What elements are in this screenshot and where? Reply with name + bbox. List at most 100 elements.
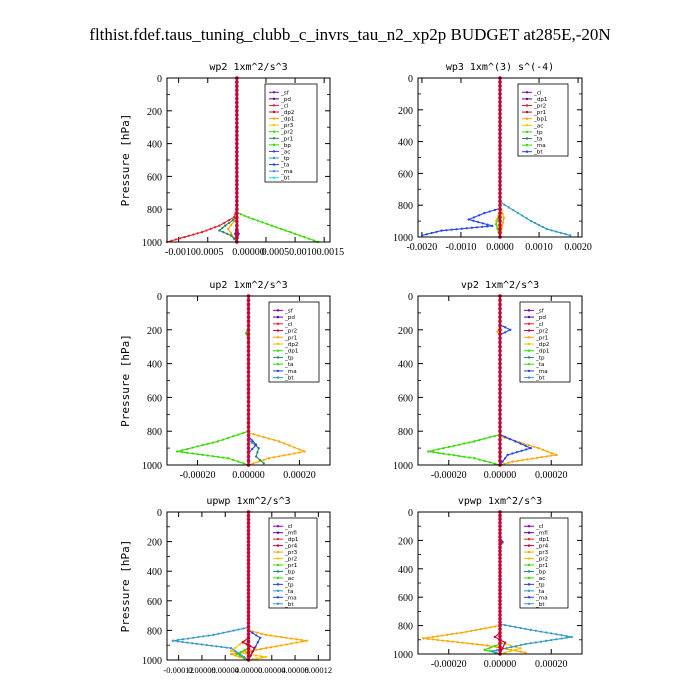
series-point xyxy=(191,452,194,455)
zero-line-marker xyxy=(235,211,239,216)
zero-line-marker xyxy=(498,620,502,624)
series-point xyxy=(280,635,283,639)
zero-line-marker xyxy=(246,558,251,562)
zero-line-marker xyxy=(498,598,502,603)
series-point xyxy=(466,642,469,645)
zero-line-marker xyxy=(498,567,502,571)
series-point xyxy=(451,640,454,643)
legend-label: _ta xyxy=(284,589,293,595)
legend-marker xyxy=(276,309,280,312)
series-point xyxy=(229,650,233,653)
legend: _sf_pd_cl_pr2_pr1_dp2_dp1_tp_ta_ma_bt xyxy=(519,301,571,383)
zero-line-marker xyxy=(498,215,502,219)
legend-label: _dp2 xyxy=(280,110,294,116)
zero-line-marker xyxy=(235,145,239,150)
series-point xyxy=(239,651,242,654)
zero-line-marker xyxy=(498,382,502,387)
series-point xyxy=(447,453,450,456)
series-point xyxy=(295,638,298,641)
legend-marker xyxy=(276,537,280,541)
series-point xyxy=(257,434,260,437)
series-point xyxy=(289,231,292,234)
legend-marker xyxy=(272,143,276,147)
y-tick-label: 200 xyxy=(147,107,162,118)
legend-label: _ma xyxy=(284,369,297,375)
series-point xyxy=(521,214,524,217)
zero-line-marker xyxy=(498,199,502,204)
zero-line-marker xyxy=(246,442,251,446)
legend-marker xyxy=(276,602,280,605)
series-point xyxy=(206,442,209,445)
zero-line-marker xyxy=(246,639,251,644)
series-point xyxy=(436,635,439,638)
series-point xyxy=(483,459,486,463)
series-point xyxy=(258,458,262,462)
series-point xyxy=(541,225,545,229)
zero-line-marker xyxy=(235,227,239,232)
legend-label: _sf xyxy=(284,308,294,314)
zero-line-marker xyxy=(235,158,239,162)
y-tick-label: 600 xyxy=(147,172,162,183)
zero-line-marker xyxy=(246,323,251,328)
legend-marker xyxy=(527,576,531,580)
zero-line-marker xyxy=(498,211,502,215)
zero-line-marker xyxy=(498,319,502,324)
legend-marker xyxy=(272,110,276,114)
series-point xyxy=(269,646,273,649)
series-point xyxy=(223,221,226,224)
zero-line-marker xyxy=(498,298,502,303)
y-tick-label: 400 xyxy=(398,360,413,371)
legend-marker xyxy=(276,570,280,573)
legend-label: _pr1 xyxy=(280,136,294,142)
series-point xyxy=(502,216,506,220)
series-point xyxy=(560,637,563,640)
legend-marker xyxy=(276,583,280,586)
series-point xyxy=(521,459,524,462)
legend-marker xyxy=(272,104,276,107)
zero-line-marker xyxy=(246,599,251,603)
zero-line-marker xyxy=(246,319,251,324)
series-point xyxy=(506,453,509,456)
legend-marker xyxy=(276,362,280,366)
series-point xyxy=(475,226,479,229)
legend-marker xyxy=(527,570,531,573)
y-tick-label: 200 xyxy=(147,326,162,337)
zero-line-marker xyxy=(498,609,502,614)
series-point xyxy=(441,634,444,637)
series-point xyxy=(550,454,553,457)
series-point xyxy=(280,227,283,230)
zero-line-marker xyxy=(246,433,251,438)
series-point xyxy=(250,441,253,444)
zero-line-marker xyxy=(498,520,502,525)
series-point xyxy=(501,647,504,650)
x-tick-label: -0.0020 xyxy=(406,242,437,253)
series-point xyxy=(213,226,217,229)
series-point xyxy=(237,433,240,436)
zero-line-marker xyxy=(498,442,502,446)
series-point xyxy=(478,438,481,442)
series-point xyxy=(488,461,491,464)
series-point xyxy=(252,433,255,436)
zero-line-marker xyxy=(235,166,239,170)
legend-marker xyxy=(525,97,529,101)
series-point xyxy=(305,639,308,642)
legend-marker xyxy=(527,362,531,366)
panel-1: wp2 1xm^2/s^3 Pressure [hPa] 0 200 400 600 800… xyxy=(119,62,344,258)
series-point xyxy=(422,637,425,640)
series-point xyxy=(437,451,440,455)
zero-line-marker xyxy=(498,437,502,442)
series-point xyxy=(486,225,489,228)
legend-label: _pr2 xyxy=(284,329,297,335)
series-point xyxy=(495,649,499,652)
figure-title: flthist.fdef.taus_tuning_clubb_c_invrs_t… xyxy=(89,25,610,44)
zero-line-marker xyxy=(498,531,502,536)
zero-line-marker xyxy=(246,587,251,592)
series-point xyxy=(503,462,506,465)
series-point xyxy=(470,629,473,633)
x-tick-label: 0.0000 xyxy=(486,242,514,253)
series-point xyxy=(298,451,301,454)
series-point xyxy=(242,431,245,434)
series-point xyxy=(191,446,194,449)
series-point xyxy=(275,635,278,638)
series-point xyxy=(555,453,558,456)
